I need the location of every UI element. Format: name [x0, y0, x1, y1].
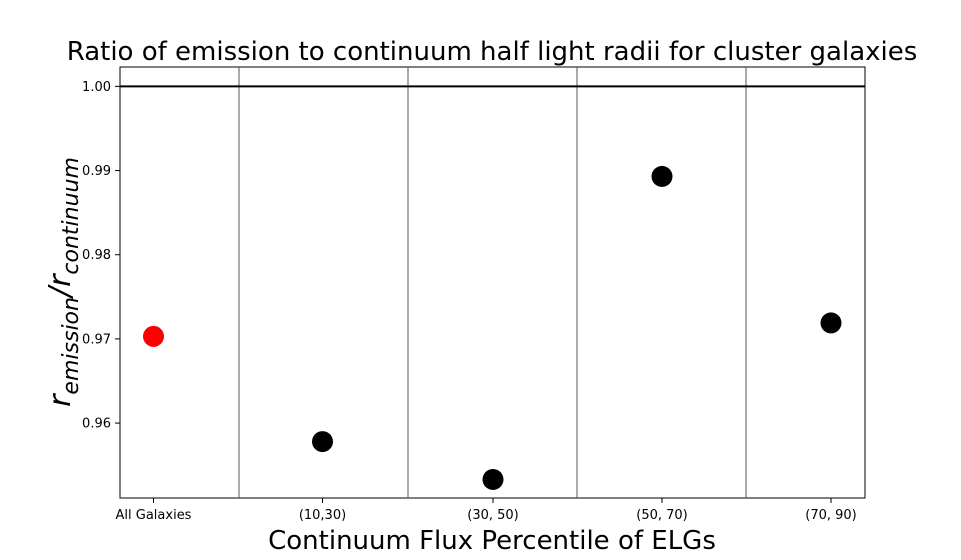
x-tick-label: All Galaxies [116, 508, 192, 523]
data-point [143, 325, 164, 347]
category-dividers [238, 67, 747, 498]
y-tick-label: 0.99 [82, 164, 111, 179]
y-axis-label-sub-continuum: continuum [59, 157, 84, 275]
y-axis: 0.96 0.97 0.98 0.99 1.00 [82, 80, 120, 432]
y-tick-label: 0.98 [82, 248, 111, 263]
x-tick-label: (30, 50) [467, 508, 519, 523]
y-tick-label: 0.97 [82, 332, 111, 347]
x-tick-label: (70, 90) [805, 508, 857, 523]
x-tick-label: (50, 70) [636, 508, 688, 523]
data-point [651, 165, 673, 187]
y-axis-label-separator: /r [43, 273, 78, 300]
data-point [312, 431, 333, 453]
y-axis-label: remission/rcontinuum [43, 157, 84, 407]
data-point [820, 312, 842, 334]
x-axis-label: Continuum Flux Percentile of ELGs [268, 526, 716, 556]
data-point [482, 468, 504, 490]
y-tick-label: 1.00 [82, 80, 111, 95]
y-tick-label: 0.96 [82, 417, 111, 432]
x-axis: All Galaxies (10,30) (30, 50) (50, 70) (70, … [116, 498, 857, 523]
data-points [143, 165, 842, 490]
plot-area [119, 66, 866, 499]
x-tick-label: (10,30) [299, 508, 346, 523]
y-axis-label-sub-emission: emission [59, 297, 84, 395]
plot-frame [119, 66, 866, 499]
chart-title: Ratio of emission to continuum half ligh… [67, 37, 918, 67]
y-axis-label-r: r [43, 393, 78, 407]
